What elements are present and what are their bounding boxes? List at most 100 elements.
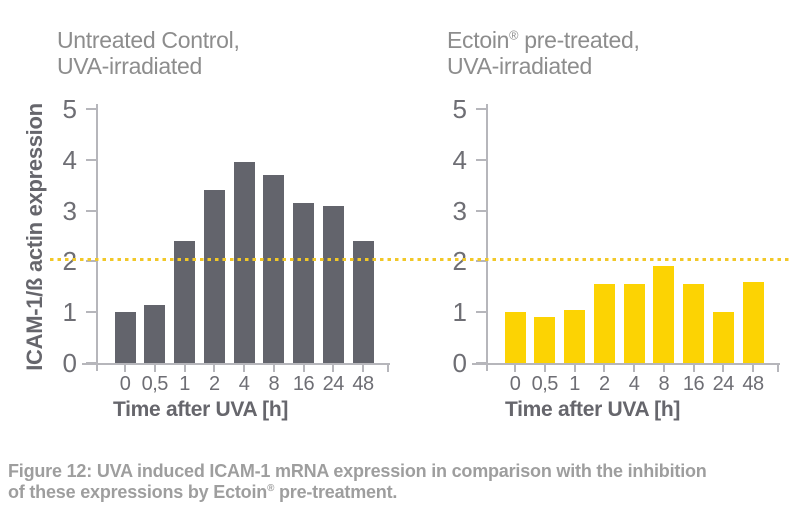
- x-tick-mark: [573, 364, 576, 372]
- bar-4h: [233, 162, 255, 363]
- y-tick-mark: [476, 362, 487, 364]
- bar-8h: [263, 175, 285, 363]
- y-tick-label: 4: [62, 144, 77, 175]
- x-axis-end-tick: [387, 364, 389, 372]
- bar-16h: [683, 284, 704, 363]
- y-tick-mark: [86, 158, 97, 161]
- plot-area-untreated: 0 1 2 3 4 5 0 0,5 1 2 4 8 16 24 48: [63, 96, 397, 395]
- y-tick-label: 3: [62, 195, 77, 226]
- registered-trademark-icon: ®: [267, 483, 275, 494]
- x-tick-label: 8: [268, 373, 280, 395]
- chart-title-untreated-line1: Untreated Control,: [57, 27, 240, 53]
- figure-caption-line1: Figure 12: UVA induced ICAM-1 mRNA expre…: [8, 461, 707, 481]
- x-tick-mark: [124, 364, 126, 372]
- x-tick-mark: [722, 364, 725, 372]
- bar-48h: [352, 241, 374, 363]
- x-tick-label: 48: [742, 373, 764, 395]
- x-tick-label: 16: [682, 373, 705, 395]
- x-axis-title-untreated: Time after UVA [h]: [113, 398, 289, 421]
- x-tick-label: 48: [352, 373, 374, 395]
- x-tick-mark: [514, 364, 516, 372]
- x-tick-label: 2: [598, 373, 610, 395]
- y-tick-mark: [86, 108, 97, 110]
- bar-0,5h: [144, 305, 166, 363]
- bar-4h: [623, 284, 645, 363]
- y-tick-mark: [86, 260, 97, 263]
- y-axis-line: [96, 104, 98, 371]
- x-tick-label: 0: [119, 373, 131, 395]
- bar-24h: [712, 312, 734, 363]
- x-axis-end-tick: [777, 364, 779, 372]
- y-tick-mark: [476, 209, 487, 212]
- y-tick-label: 1: [452, 297, 467, 328]
- reference-dotted-line: [50, 258, 790, 261]
- x-tick-mark: [183, 364, 186, 372]
- x-tick-mark: [362, 364, 364, 372]
- bar-2h: [203, 190, 225, 363]
- x-tick-mark: [692, 364, 695, 372]
- y-tick-mark: [476, 158, 487, 161]
- x-tick-mark: [302, 364, 305, 372]
- x-tick-mark: [752, 364, 754, 372]
- bar-8h: [653, 266, 675, 363]
- x-tick-label: 0,5: [141, 373, 169, 395]
- chart-title-untreated-line2: UVA-irradiated: [57, 53, 202, 79]
- figure-caption: Figure 12: UVA induced ICAM-1 mRNA expre…: [8, 461, 707, 502]
- y-tick-label: 3: [452, 195, 467, 226]
- y-tick-label: 5: [452, 94, 467, 124]
- x-tick-mark: [272, 364, 275, 372]
- bar-1h: [174, 241, 195, 363]
- x-tick-mark: [213, 364, 216, 372]
- y-tick-mark: [476, 108, 487, 110]
- y-tick-label: 5: [62, 94, 77, 124]
- x-axis-line: [472, 363, 780, 365]
- x-tick-mark: [633, 364, 635, 372]
- bar-48h: [742, 282, 764, 363]
- x-tick-mark: [543, 364, 546, 372]
- x-tick-label: 4: [238, 373, 250, 395]
- x-tick-mark: [662, 364, 665, 372]
- x-tick-mark: [243, 364, 245, 372]
- chart-title-ectoin: Ectoin® pre-treated, UVA-irradiated: [447, 27, 640, 79]
- x-tick-mark: [332, 364, 335, 372]
- x-tick-label: 2: [208, 373, 220, 395]
- y-tick-mark: [476, 260, 487, 263]
- y-tick-label: 0: [452, 348, 467, 378]
- figure-caption-line2: of these expressions by Ectoin: [8, 482, 268, 502]
- x-tick-label: 16: [292, 373, 315, 395]
- y-tick-label: 2: [62, 246, 77, 277]
- bar-1h: [564, 310, 585, 363]
- registered-trademark-icon: ®: [509, 28, 519, 43]
- y-tick-mark: [86, 209, 97, 212]
- x-tick-label: 0,5: [531, 373, 559, 395]
- x-tick-label: 0: [509, 373, 521, 395]
- y-tick-label: 2: [452, 246, 467, 277]
- x-tick-label: 1: [179, 373, 190, 395]
- y-tick-label: 4: [452, 144, 467, 175]
- plot-area-ectoin: 0 1 2 3 4 5 0 0,5 1 2 4 8 16 24 48: [453, 96, 787, 395]
- x-axis-title-ectoin: Time after UVA [h]: [505, 398, 681, 421]
- bar-0,5h: [534, 317, 556, 363]
- bar-0h: [504, 312, 526, 363]
- x-tick-label: 4: [628, 373, 640, 395]
- x-tick-mark: [153, 364, 156, 372]
- chart-title-ectoin-line1: Ectoin: [447, 27, 510, 53]
- x-tick-label: 1: [569, 373, 580, 395]
- y-tick-mark: [86, 362, 97, 364]
- x-tick-label: 8: [658, 373, 670, 395]
- y-axis-line: [486, 104, 488, 371]
- bar-2h: [593, 284, 615, 363]
- y-tick-mark: [476, 311, 487, 314]
- y-axis-label: ICAM-1/ß actin expression: [22, 103, 47, 371]
- y-tick-label: 0: [62, 348, 77, 378]
- x-tick-label: 24: [712, 373, 735, 395]
- y-tick-mark: [86, 311, 97, 314]
- x-tick-label: 24: [322, 373, 345, 395]
- bar-0h: [114, 312, 136, 363]
- y-tick-label: 1: [62, 297, 77, 328]
- x-tick-mark: [603, 364, 606, 372]
- chart-title-ectoin-line2: UVA-irradiated: [447, 53, 592, 79]
- chart-title-untreated: Untreated Control, UVA-irradiated: [57, 27, 240, 79]
- bar-24h: [322, 206, 344, 363]
